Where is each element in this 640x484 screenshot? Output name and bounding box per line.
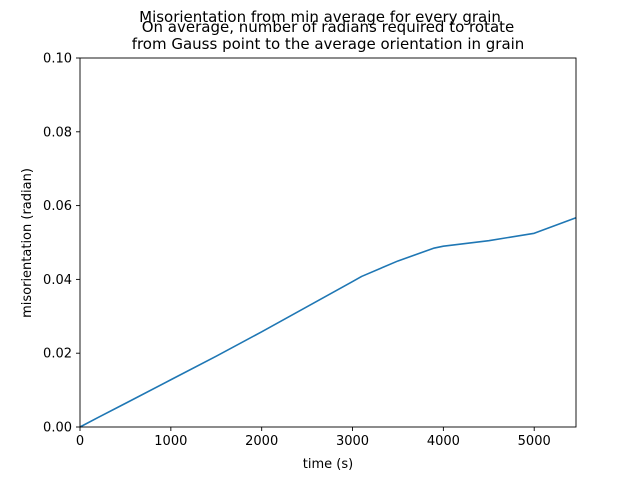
- y-tick-label: 0.06: [43, 199, 72, 214]
- plot-frame: [80, 58, 576, 427]
- x-tick-label: 3000: [336, 434, 369, 449]
- y-tick-label: 0.00: [43, 421, 72, 436]
- x-tick-label: 5000: [518, 434, 551, 449]
- plot-area: 0 1000 2000 3000 4000 5000 0.00 0.02 0.04 0.06 0.0…: [43, 52, 576, 450]
- chart-title-line-2: from Gauss point to the average orientat…: [132, 35, 525, 53]
- y-tick-label: 0.04: [43, 273, 72, 288]
- x-tick-label: 1000: [154, 434, 187, 449]
- x-axis-label: time (s): [303, 457, 353, 472]
- y-tick-label: 0.08: [43, 125, 72, 140]
- y-tick-label: 0.10: [43, 52, 72, 67]
- y-tick-label: 0.02: [43, 347, 72, 362]
- data-line: [80, 218, 576, 427]
- y-axis-label: misorientation (radian): [20, 168, 35, 318]
- x-tick-label: 0: [76, 434, 84, 449]
- chart-title-line-1: On average, number of radians required t…: [142, 18, 515, 36]
- x-tick-label: 2000: [245, 434, 278, 449]
- x-tick-label: 4000: [427, 434, 460, 449]
